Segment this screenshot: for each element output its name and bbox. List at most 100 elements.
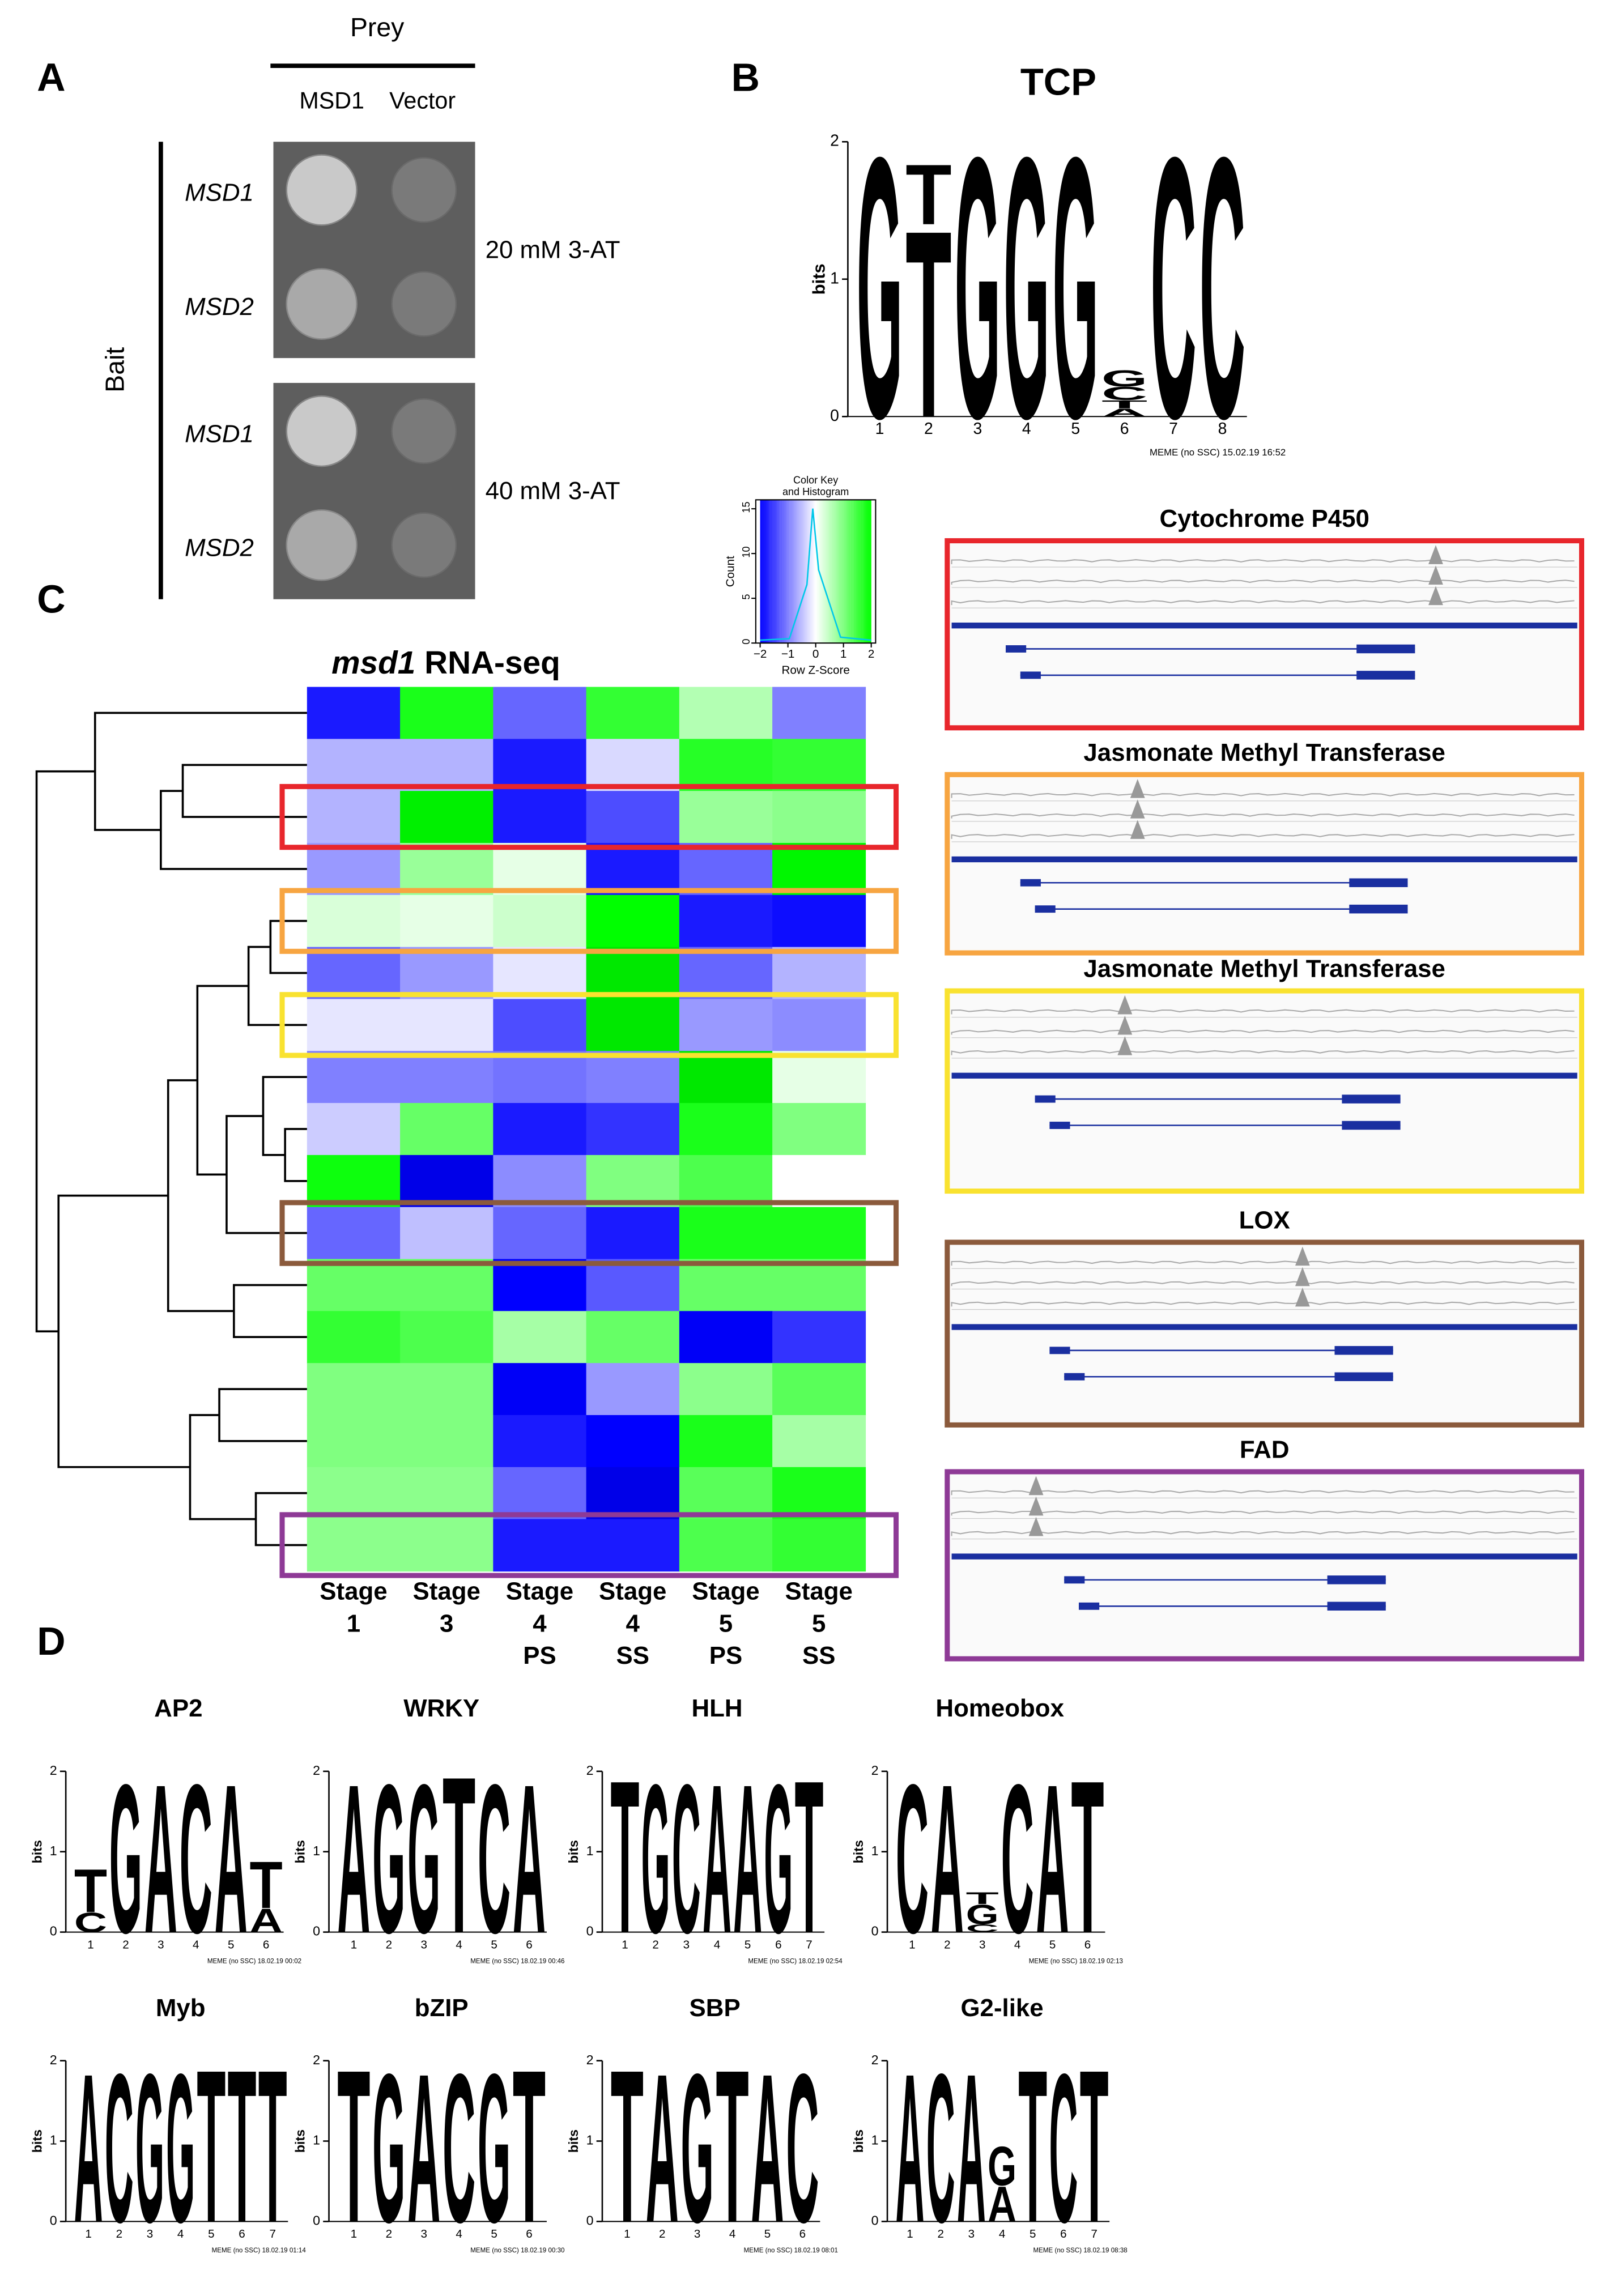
color-key-swatch: [830, 500, 832, 644]
color-key-swatch: [836, 500, 838, 644]
color-key-swatch: [773, 500, 775, 644]
coverage-track: [951, 559, 1575, 564]
color-key-swatch: [846, 500, 848, 644]
logo-x-tick-label: 6: [1060, 2227, 1066, 2240]
heatmap-cell: [493, 999, 587, 1052]
color-key-y-tick-label: 15: [741, 502, 752, 513]
logo-footer: MEME (no SSC) 15.02.19 16:52: [1150, 447, 1286, 458]
coverage-peak: [1130, 820, 1145, 839]
colony: [391, 271, 457, 337]
heatmap-cell: [586, 1155, 680, 1208]
heatmap-cell: [772, 1311, 866, 1364]
heatmap-cell: [586, 1259, 680, 1312]
color-key-swatch: [855, 500, 857, 644]
color-key-swatch: [764, 500, 767, 644]
logo-y-tick-label: 0: [871, 1924, 879, 1939]
logo-x-tick-label: 6: [239, 2227, 245, 2240]
logo-y-tick-label: 2: [871, 1763, 879, 1778]
color-key-swatch: [865, 500, 867, 644]
gene-exon: [1049, 1122, 1070, 1129]
logo-y-tick-label: 2: [313, 2052, 320, 2067]
heatmap-cell: [307, 1259, 401, 1312]
heatmap-cell: [400, 687, 494, 740]
logo-x-tick-label: 4: [193, 1938, 199, 1951]
column-label: 5: [812, 1609, 826, 1637]
logo-x-tick-label: 7: [269, 2227, 275, 2240]
logo-y-label: bits: [293, 1840, 308, 1863]
heatmap-cell: [400, 739, 494, 791]
column-label: Stage: [506, 1578, 573, 1605]
sequence-bar: [951, 1324, 1577, 1330]
logo-x-tick-label: 6: [263, 1938, 269, 1951]
logo-letter: G: [1053, 80, 1099, 496]
logo-y-tick-label: 0: [871, 2213, 879, 2228]
logo-y-tick-label: 2: [586, 2052, 594, 2067]
logo-y-tick-label: 2: [50, 2052, 57, 2067]
logo-letter: G: [681, 2030, 714, 2267]
heatmap-cell: [493, 687, 587, 740]
coverage-peak: [1428, 586, 1443, 606]
color-key-swatch: [849, 500, 851, 644]
row-highlight: [279, 1512, 899, 1578]
gene-exon: [1356, 671, 1415, 680]
gene-exon: [1079, 1602, 1100, 1610]
logo-title: WRKY: [403, 1694, 479, 1722]
heatmap-cell: [307, 1363, 401, 1416]
column-label: SS: [802, 1642, 836, 1669]
logo-letter: T: [966, 1889, 999, 1908]
logo-x-tick-label: 4: [456, 1938, 462, 1951]
coverage-peak: [1428, 545, 1443, 564]
logo-letter: A: [751, 2030, 784, 2267]
coverage-peak: [1028, 1517, 1044, 1536]
bait-label: MSD1: [185, 179, 254, 207]
color-key-swatch: [777, 500, 780, 644]
logo-x-tick-label: 1: [85, 2227, 91, 2240]
logo-x-tick-label: 5: [1030, 2227, 1036, 2240]
logo-x-tick-label: 1: [907, 2227, 913, 2240]
logo-letter: T: [228, 2025, 257, 2268]
logo-y-tick-label: 1: [313, 2133, 320, 2148]
logo-x-tick-label: 3: [420, 1938, 427, 1951]
logo-letter: A: [733, 1741, 762, 1978]
heatmap-cell: [493, 1519, 587, 1572]
color-key-swatch: [760, 500, 762, 644]
heatmap-cell: [586, 1311, 680, 1364]
logo-x-tick-label: 6: [1084, 1938, 1091, 1951]
logo-letter: A: [144, 1740, 177, 1977]
gene-exon: [1342, 1094, 1401, 1104]
color-key-swatch: [853, 500, 856, 644]
logo-x-tick-label: 3: [973, 420, 982, 438]
logo-x-tick-label: 4: [714, 1938, 720, 1951]
logo-letter: T: [1018, 2025, 1047, 2268]
logo-letter: A: [646, 2030, 679, 2267]
column-label: 4: [626, 1609, 640, 1637]
logo-letter: A: [337, 1740, 370, 1977]
color-key-swatch: [858, 500, 860, 644]
logo-title: TCP: [1020, 61, 1096, 103]
prey-title: Prey: [350, 12, 405, 42]
heatmap-cell: [772, 1207, 866, 1260]
heatmap-cell: [307, 1207, 401, 1260]
coverage-track: [951, 793, 1575, 798]
heatmap-cell: [772, 999, 866, 1052]
logo-x-tick-label: 3: [147, 2227, 153, 2240]
logo-y-tick-label: 1: [50, 1843, 57, 1858]
logo-x-tick-label: 7: [1169, 420, 1178, 438]
heatmap-cell: [400, 947, 494, 1000]
track-title: LOX: [1239, 1206, 1290, 1234]
logo-letter: G: [478, 2030, 511, 2267]
color-key-swatch: [842, 500, 844, 644]
logo-x-tick-label: 5: [1071, 420, 1080, 438]
gene-exon: [1356, 644, 1415, 654]
logo-letter: G: [166, 2030, 195, 2267]
coverage-track: [951, 600, 1575, 606]
heatmap-cell: [586, 894, 680, 948]
logo-letter: T: [611, 1735, 640, 1978]
column-label: Stage: [320, 1578, 387, 1605]
logo-y-tick-label: 0: [50, 2213, 57, 2228]
logo-letter: T: [513, 2024, 546, 2268]
logo-letter: T: [337, 2024, 370, 2268]
condition-label: 40 mM 3-AT: [486, 477, 620, 505]
heatmap-cell: [400, 999, 494, 1052]
